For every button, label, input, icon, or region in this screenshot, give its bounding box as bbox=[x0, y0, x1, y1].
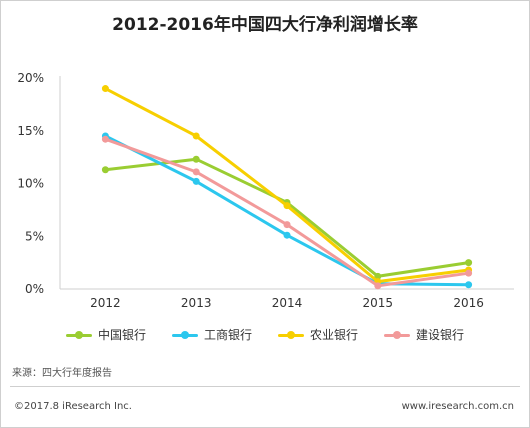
data-point bbox=[101, 166, 109, 174]
legend-swatch bbox=[171, 330, 198, 340]
series-农业银行 bbox=[101, 85, 473, 286]
copyright-text: ©2017.8 iResearch Inc. bbox=[14, 401, 132, 412]
data-point bbox=[374, 282, 382, 290]
series-工商银行 bbox=[101, 132, 473, 289]
data-point bbox=[101, 85, 109, 93]
data-point bbox=[465, 269, 473, 277]
legend-label: 工商银行 bbox=[203, 328, 252, 342]
x-tick-label: 2012 bbox=[90, 296, 121, 310]
data-point bbox=[192, 155, 200, 163]
legend-label: 中国银行 bbox=[97, 328, 146, 342]
y-tick-labels: 0% 5% 10% 15% 20% bbox=[17, 71, 44, 296]
legend-swatch bbox=[65, 330, 92, 340]
chart-legend: 中国银行 工商银行 农业银行 建设银行 bbox=[0, 326, 530, 343]
data-point bbox=[192, 168, 200, 176]
y-tick-label: 5% bbox=[25, 229, 44, 243]
data-point bbox=[192, 132, 200, 140]
legend-swatch bbox=[278, 330, 304, 340]
series-line bbox=[103, 87, 471, 284]
legend-item: 中国银行 bbox=[65, 326, 146, 343]
source-note: 来源：四大行年度报告 bbox=[12, 368, 112, 379]
legend-label: 建设银行 bbox=[416, 328, 465, 342]
x-tick-label: 2015 bbox=[363, 296, 394, 310]
series-中国银行 bbox=[101, 155, 473, 280]
series-line bbox=[103, 137, 471, 288]
data-point bbox=[283, 221, 291, 229]
data-point bbox=[192, 177, 200, 185]
legend-item: 建设银行 bbox=[384, 326, 464, 343]
series-建设银行 bbox=[101, 135, 473, 290]
series-lines bbox=[101, 85, 473, 290]
line-chart: 0% 5% 10% 15% 20% 2012 2013 2014 2015 2016 bbox=[17, 71, 514, 310]
data-point bbox=[283, 231, 291, 239]
footer-divider bbox=[10, 386, 520, 387]
series-line bbox=[103, 157, 471, 278]
y-tick-label: 20% bbox=[17, 71, 44, 85]
y-tick-label: 15% bbox=[17, 124, 44, 138]
website-text: www.iresearch.com.cn bbox=[401, 401, 514, 412]
data-point bbox=[465, 281, 473, 289]
y-tick-label: 0% bbox=[25, 282, 44, 296]
data-point bbox=[101, 135, 109, 143]
legend-swatch bbox=[384, 330, 411, 340]
chart-title: 2012-2016年中国四大行净利润增长率 bbox=[112, 15, 418, 35]
x-tick-label: 2014 bbox=[272, 296, 303, 310]
data-point bbox=[465, 259, 473, 267]
legend-item: 农业银行 bbox=[278, 326, 358, 343]
data-point bbox=[283, 202, 291, 210]
x-tick-labels: 2012 2013 2014 2015 2016 bbox=[90, 296, 484, 310]
data-point bbox=[374, 272, 382, 280]
x-tick-label: 2013 bbox=[181, 296, 212, 310]
legend-item: 工商银行 bbox=[171, 326, 252, 343]
legend-label: 农业银行 bbox=[310, 328, 359, 342]
x-tick-label: 2016 bbox=[453, 296, 484, 310]
y-tick-label: 10% bbox=[17, 177, 44, 191]
